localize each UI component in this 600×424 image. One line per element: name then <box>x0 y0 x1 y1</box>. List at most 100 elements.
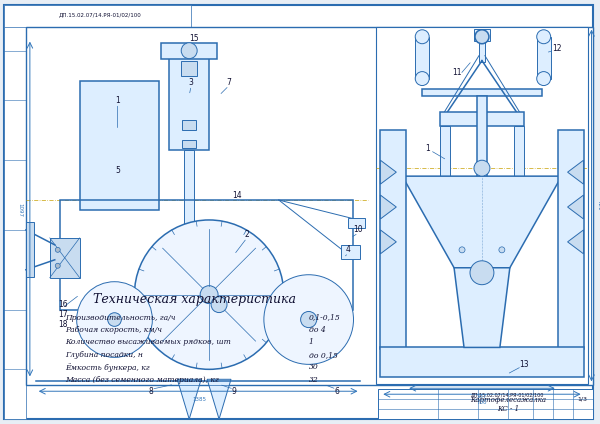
Bar <box>341 245 361 259</box>
Circle shape <box>134 220 284 369</box>
Text: 32: 32 <box>308 376 319 384</box>
Polygon shape <box>207 379 231 419</box>
Polygon shape <box>380 230 397 254</box>
Polygon shape <box>177 379 201 419</box>
Text: 721: 721 <box>597 200 600 210</box>
Text: 7: 7 <box>227 78 232 87</box>
Circle shape <box>108 313 121 326</box>
Polygon shape <box>380 195 397 219</box>
Polygon shape <box>402 176 562 268</box>
Circle shape <box>537 30 551 44</box>
Bar <box>479 37 485 61</box>
Circle shape <box>415 72 429 86</box>
Bar <box>415 37 429 78</box>
Text: 1: 1 <box>425 144 430 153</box>
Bar <box>537 37 551 78</box>
Circle shape <box>415 30 429 44</box>
Bar <box>347 218 365 228</box>
Circle shape <box>55 247 60 252</box>
Bar <box>26 222 34 277</box>
Bar <box>60 200 353 310</box>
Circle shape <box>55 263 60 268</box>
Bar <box>80 81 160 210</box>
Circle shape <box>537 72 551 86</box>
Text: Количество высаживаемых рядков, шт: Количество высаживаемых рядков, шт <box>65 338 230 346</box>
Circle shape <box>474 160 490 176</box>
Bar <box>4 5 26 419</box>
Text: 5: 5 <box>115 166 120 175</box>
Circle shape <box>470 261 494 285</box>
Text: Картофелесажалка
КС - 1: Картофелесажалка КС - 1 <box>470 396 546 413</box>
Text: 3: 3 <box>189 78 194 87</box>
Bar <box>169 51 209 150</box>
Bar <box>440 112 524 126</box>
Polygon shape <box>568 230 584 254</box>
Bar <box>380 347 584 377</box>
Text: Глубина посадки, н: Глубина посадки, н <box>65 351 143 359</box>
Text: 1: 1 <box>308 338 314 346</box>
Text: 9: 9 <box>232 387 236 396</box>
Text: ДП.15.02.07/14.РЯ-01/02/100: ДП.15.02.07/14.РЯ-01/02/100 <box>471 392 545 397</box>
Polygon shape <box>454 268 510 347</box>
Bar <box>422 89 542 97</box>
Text: ДП.15.02.07/14.РЯ-01/02/100: ДП.15.02.07/14.РЯ-01/02/100 <box>58 12 141 17</box>
Text: 537: 537 <box>477 394 487 399</box>
Text: 12: 12 <box>552 44 562 53</box>
Text: 1097: 1097 <box>17 203 22 217</box>
Bar <box>477 97 487 186</box>
Text: 13: 13 <box>519 360 529 369</box>
Circle shape <box>475 30 489 44</box>
Text: 30: 30 <box>308 363 319 371</box>
Bar <box>176 270 202 280</box>
Polygon shape <box>568 160 584 184</box>
Text: 700: 700 <box>477 400 487 404</box>
Text: 15: 15 <box>190 34 199 43</box>
Bar <box>182 120 196 130</box>
Text: 2: 2 <box>245 230 250 240</box>
Text: 11: 11 <box>452 68 462 77</box>
Bar <box>440 126 450 176</box>
Text: 1/3: 1/3 <box>578 397 587 402</box>
Polygon shape <box>568 195 584 219</box>
Text: Ёмкость бункера, кг: Ёмкость бункера, кг <box>65 363 149 372</box>
Text: Рабочая скорость, км/ч: Рабочая скорость, км/ч <box>65 326 162 334</box>
Text: 0,1-0,15: 0,1-0,15 <box>308 314 340 321</box>
Text: 16: 16 <box>58 300 68 309</box>
Bar <box>184 150 194 280</box>
Text: 1: 1 <box>115 96 120 105</box>
Bar <box>161 43 217 59</box>
Circle shape <box>181 43 197 59</box>
Bar <box>181 61 197 75</box>
Circle shape <box>211 297 227 312</box>
Text: 14: 14 <box>232 190 242 200</box>
Text: до 4: до 4 <box>308 326 325 334</box>
Bar <box>50 238 80 278</box>
Bar <box>26 27 593 385</box>
Circle shape <box>301 312 317 328</box>
Text: до 0,15: до 0,15 <box>308 351 338 359</box>
Text: 4: 4 <box>346 245 351 254</box>
Text: Масса (без семенного материала), кг: Масса (без семенного материала), кг <box>65 376 218 384</box>
Circle shape <box>264 275 353 364</box>
Bar <box>380 130 406 349</box>
Bar <box>376 27 587 384</box>
Circle shape <box>200 286 218 304</box>
Circle shape <box>459 247 465 253</box>
Bar <box>514 126 524 176</box>
Text: Производительность, га/ч: Производительность, га/ч <box>65 314 175 321</box>
Bar <box>557 130 584 349</box>
Circle shape <box>77 282 152 357</box>
Text: 1385: 1385 <box>192 397 206 402</box>
Text: 6: 6 <box>334 387 339 396</box>
Text: 10: 10 <box>353 226 363 234</box>
Bar <box>4 5 191 27</box>
Text: 8: 8 <box>149 387 154 396</box>
Text: Техническая характеристика: Техническая характеристика <box>92 293 296 306</box>
Bar <box>182 140 196 148</box>
Text: 17: 17 <box>58 310 68 319</box>
Bar <box>199 265 217 300</box>
Text: 18: 18 <box>58 320 67 329</box>
Bar <box>474 29 490 41</box>
Circle shape <box>499 247 505 253</box>
Bar <box>379 389 593 419</box>
